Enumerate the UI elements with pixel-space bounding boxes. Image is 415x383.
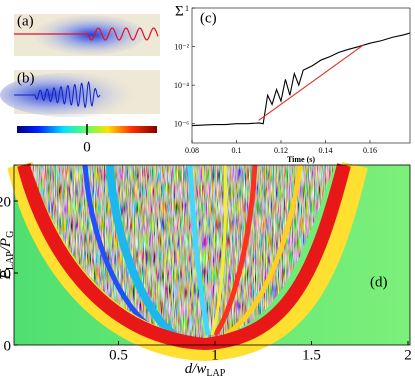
x-tick-label: 0.1: [231, 146, 241, 155]
panel-label: (c): [200, 10, 217, 26]
fringe: [17, 163, 351, 351]
x-tick-label: 2: [404, 347, 412, 363]
y-tick-label: 0: [4, 338, 12, 354]
x-tick-label: 1.5: [302, 347, 321, 363]
x-tick-label: 0.16: [363, 146, 377, 155]
fringe: [187, 165, 211, 336]
label-part: LAP: [206, 368, 225, 379]
wave: [14, 80, 101, 109]
x-tick-label: 1: [211, 347, 219, 363]
panel-label: (a): [17, 13, 34, 29]
wave: [14, 27, 159, 41]
panel-d: [7, 161, 411, 362]
y-tick-label: 10: [0, 266, 11, 282]
x-axis-label: d/wLAP: [185, 361, 226, 379]
y-tick-label: 20: [0, 194, 11, 210]
y-tick-label: 10⁻²: [174, 42, 189, 51]
panel-b: (b): [0, 70, 160, 117]
plot-frame: [13, 164, 411, 346]
panel-c: 0.08 0.1 0.12 0.14 0.16 10⁻⁶ 10⁻⁴ 10⁻² 1 (c) Σ Time…: [174, 3, 411, 164]
y-tick-label: 1: [185, 4, 189, 13]
y-axis-label: Σ: [175, 3, 184, 19]
label-part: LAP: [5, 251, 16, 270]
x-tick-label: 0.08: [185, 146, 199, 155]
panel-a: (a): [14, 13, 160, 56]
series-line: [191, 32, 411, 127]
series-line: [258, 44, 364, 121]
x-axis-label: Time (s): [287, 155, 315, 164]
y-tick-label: 10⁻⁴: [174, 81, 189, 90]
label-part: P: [0, 270, 14, 280]
plot-frame: [191, 7, 411, 144]
panel-label: (b): [17, 70, 35, 86]
x-tick-label: 0.12: [274, 146, 288, 155]
label-part: /P: [0, 238, 14, 252]
x-tick-label: 0.14: [318, 146, 332, 155]
fringe: [106, 165, 178, 338]
fringe: [223, 165, 303, 338]
fringe: [210, 165, 228, 336]
field-blob: [35, 15, 145, 55]
label-part: G: [5, 231, 16, 238]
label-part: d/w: [185, 361, 207, 377]
panel-label: (d): [370, 274, 388, 290]
y-tick-label: 10⁻⁶: [174, 120, 189, 129]
x-tick-label: 0.5: [109, 347, 128, 363]
colorbar-tick-label: 0: [83, 139, 91, 155]
fringe: [212, 165, 258, 337]
y-axis-label: PLAP/PG: [0, 231, 16, 281]
